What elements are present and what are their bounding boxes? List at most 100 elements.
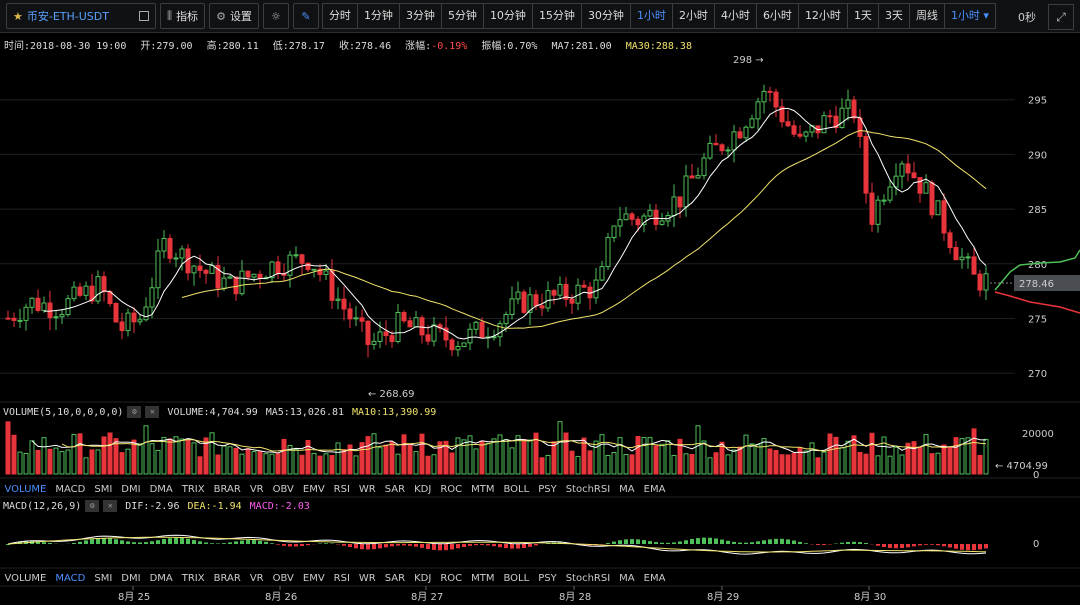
macd-value: MACD:-2.03	[249, 500, 310, 512]
indicator-tab-sar[interactable]: SAR	[384, 483, 406, 495]
macd-histogram-bar	[384, 544, 388, 548]
indicator-tab-kdj[interactable]: KDJ	[414, 572, 432, 584]
candle-body	[191, 265, 197, 274]
volume-bar	[683, 453, 689, 475]
symbol-selector[interactable]: ★ 币安-ETH-USDT	[6, 3, 156, 29]
volume-bar	[809, 442, 815, 475]
indicator-tab-ma[interactable]: MA	[619, 483, 635, 495]
volume-bar	[797, 447, 803, 475]
macd-histogram-bar	[768, 539, 772, 544]
indicator-tab-brar[interactable]: BRAR	[213, 572, 241, 584]
indicator-tab-ma[interactable]: MA	[619, 572, 635, 584]
indicator-tab-mtm[interactable]: MTM	[471, 572, 495, 584]
indicator-tab-roc[interactable]: ROC	[440, 572, 463, 584]
indicator-tab-obv[interactable]: OBV	[272, 483, 294, 495]
indicator-tab-mtm[interactable]: MTM	[471, 483, 495, 495]
indicator-tab-smi[interactable]: SMI	[94, 572, 113, 584]
indicator-tab-emv[interactable]: EMV	[302, 483, 325, 495]
macd-histogram-bar	[648, 541, 652, 544]
candle-body	[839, 107, 845, 129]
indicator-tab-vr[interactable]: VR	[249, 572, 264, 584]
volume-bar	[929, 453, 935, 475]
volume-bar	[341, 449, 347, 475]
fullscreen-button[interactable]: ⤢	[1048, 4, 1074, 30]
candle-body	[137, 319, 143, 323]
indicator-tab-macd[interactable]: MACD	[55, 572, 86, 584]
indicator-tab-wr[interactable]: WR	[358, 572, 376, 584]
indicator-tab-ema[interactable]: EMA	[643, 572, 666, 584]
candle-body	[251, 273, 257, 278]
candle-body	[425, 334, 431, 342]
draw-button[interactable]: ✎	[292, 3, 319, 29]
indicator-tab-dma[interactable]: DMA	[149, 572, 173, 584]
volume-bar	[47, 448, 53, 475]
volume-bar	[437, 441, 443, 475]
indicator-tab-rsi[interactable]: RSI	[333, 483, 350, 495]
panel-close-icon[interactable]: ✕	[145, 406, 160, 418]
macd-histogram-bar	[150, 541, 154, 544]
indicators-button[interactable]: ⫼ 指标	[160, 3, 206, 29]
macd-histogram-bar	[138, 542, 142, 544]
candle-body	[299, 254, 305, 264]
indicator-tab-volume[interactable]: VOLUME	[4, 483, 47, 495]
panel-settings-icon[interactable]: ⚙	[127, 406, 142, 418]
window-icon[interactable]	[139, 11, 149, 21]
candle-body	[71, 286, 77, 300]
panel-settings-icon[interactable]: ⚙	[85, 500, 100, 512]
volume-bar	[629, 454, 635, 475]
indicator-tab-wr[interactable]: WR	[358, 483, 376, 495]
date-label: 8月 28	[559, 591, 591, 603]
indicator-tab-boll[interactable]: BOLL	[503, 483, 530, 495]
star-icon[interactable]: ★	[13, 10, 23, 23]
interval-dropdown[interactable]: 1小时 ▾	[943, 3, 996, 29]
macd-panel-label: MACD(12,26,9)	[3, 500, 82, 512]
macd-dif: DIF:-2.96	[125, 500, 180, 512]
volume-bar	[581, 437, 587, 475]
candle-body	[977, 273, 983, 291]
candle-body	[569, 298, 575, 304]
candle-body	[107, 291, 113, 305]
volume-bar	[485, 442, 491, 475]
macd-histogram-bar	[144, 542, 148, 544]
indicator-tab-psy[interactable]: PSY	[538, 483, 557, 495]
indicator-tab-ema[interactable]: EMA	[643, 483, 666, 495]
indicator-tab-psy[interactable]: PSY	[538, 572, 557, 584]
indicator-tab-brar[interactable]: BRAR	[213, 483, 241, 495]
depth-bid-line	[994, 249, 1080, 291]
indicator-tab-vr[interactable]: VR	[249, 483, 264, 495]
settings-button[interactable]: ⚙ 设置	[209, 3, 259, 29]
indicator-tab-stochrsi[interactable]: StochRSI	[565, 572, 611, 584]
indicator-tab-obv[interactable]: OBV	[272, 572, 294, 584]
volume-bar	[5, 421, 11, 475]
indicator-tab-trix[interactable]: TRIX	[181, 483, 205, 495]
volume-bar	[455, 437, 461, 475]
panel-close-icon[interactable]: ✕	[103, 500, 118, 512]
indicator-tab-dma[interactable]: DMA	[149, 483, 173, 495]
indicator-tab-kdj[interactable]: KDJ	[414, 483, 432, 495]
indicator-tab-dmi[interactable]: DMI	[121, 572, 141, 584]
indicator-tab-rsi[interactable]: RSI	[333, 572, 350, 584]
macd-histogram-bar	[192, 540, 196, 544]
indicator-tab-dmi[interactable]: DMI	[121, 483, 141, 495]
candle-body	[269, 261, 275, 279]
indicator-tab-roc[interactable]: ROC	[440, 483, 463, 495]
indicator-tab-trix[interactable]: TRIX	[181, 572, 205, 584]
volume-bar	[419, 433, 425, 475]
indicator-tab-smi[interactable]: SMI	[94, 483, 113, 495]
indicator-tab-boll[interactable]: BOLL	[503, 572, 530, 584]
macd-histogram-bar	[348, 544, 352, 548]
candle-body	[521, 291, 527, 313]
indicator-tab-macd[interactable]: MACD	[55, 483, 86, 495]
indicator-tab-sar[interactable]: SAR	[384, 572, 406, 584]
volume-bar	[77, 433, 83, 475]
date-label: 8月 25	[118, 591, 150, 603]
volume-bar	[803, 450, 809, 475]
macd-histogram-bar	[654, 542, 658, 544]
candle-body	[659, 220, 665, 225]
info-change-label: 涨幅:	[405, 41, 432, 52]
indicator-tab-volume[interactable]: VOLUME	[4, 572, 47, 584]
theme-button[interactable]: ☼	[262, 3, 289, 29]
indicator-tab-emv[interactable]: EMV	[302, 572, 325, 584]
indicator-tab-stochrsi[interactable]: StochRSI	[565, 483, 611, 495]
